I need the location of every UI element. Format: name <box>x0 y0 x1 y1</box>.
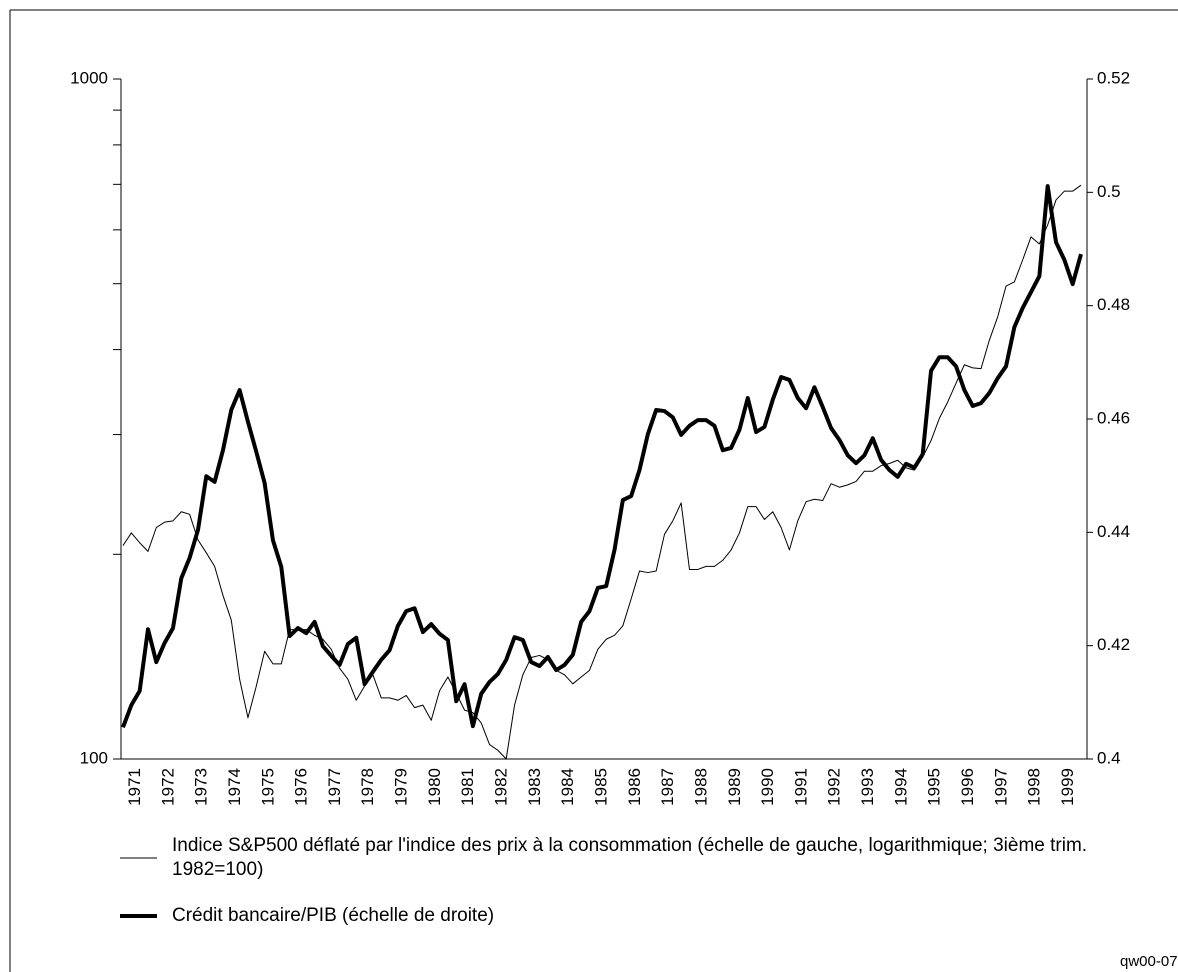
x-tick-label: 1981 <box>458 768 477 806</box>
data-line <box>122 184 1082 760</box>
x-tick-label: 1976 <box>292 768 311 806</box>
note: qw00-07 <box>1120 953 1178 970</box>
x-tick-label: 1999 <box>1058 768 1077 806</box>
x-tick-label: 1972 <box>158 768 177 806</box>
y2-tick-label: 0.52 <box>1097 68 1130 87</box>
legend-entry: Indice S&P500 déflaté par l'indice des p… <box>172 835 1088 880</box>
x-tick-label: 1986 <box>625 768 644 806</box>
x-tick-label: 1998 <box>1025 768 1044 806</box>
x-tick-label: 1989 <box>725 768 744 806</box>
x-tick-label: 1979 <box>392 768 411 806</box>
x-tick-label: 1974 <box>225 768 244 806</box>
y2-tick-label: 0.44 <box>1097 522 1130 541</box>
x-tick-label: 1990 <box>758 768 777 806</box>
y-tick-label: 1000 <box>70 68 108 87</box>
x-tick-label: 1994 <box>891 768 910 806</box>
x-tick-label: 1973 <box>192 768 211 806</box>
x-tick-label: 1996 <box>958 768 977 806</box>
x-tick-label: 1987 <box>658 768 677 806</box>
x-tick-label: 1977 <box>325 768 344 806</box>
x-tick-label: 1971 <box>125 768 144 806</box>
x-tick-label: 1975 <box>258 768 277 806</box>
y2-tick-label: 0.42 <box>1097 635 1130 654</box>
x-tick-label: 1993 <box>858 768 877 806</box>
y2-tick-label: 0.4 <box>1097 748 1121 767</box>
x-tick-label: 1985 <box>591 768 610 806</box>
x-tick-label: 1991 <box>791 768 810 806</box>
x-tick-label: 1983 <box>525 768 544 806</box>
x-tick-label: 1995 <box>925 768 944 806</box>
x-tick-label: 1982 <box>492 768 511 806</box>
y-tick-label: 100 <box>80 748 108 767</box>
legend-entry: Crédit bancaire/PIB (échelle de droite) <box>172 905 495 926</box>
y2-tick-label: 0.5 <box>1097 182 1121 201</box>
x-tick-label: 1997 <box>991 768 1010 806</box>
y2-tick-label: 0.48 <box>1097 295 1130 314</box>
x-tick-label: 1980 <box>425 768 444 806</box>
x-tick-label: 1988 <box>691 768 710 806</box>
x-tick-label: 1992 <box>825 768 844 806</box>
x-tick-label: 1978 <box>358 768 377 806</box>
y2-tick-label: 0.46 <box>1097 408 1130 427</box>
x-tick-label: 1984 <box>558 768 577 806</box>
data-line <box>121 184 1083 729</box>
